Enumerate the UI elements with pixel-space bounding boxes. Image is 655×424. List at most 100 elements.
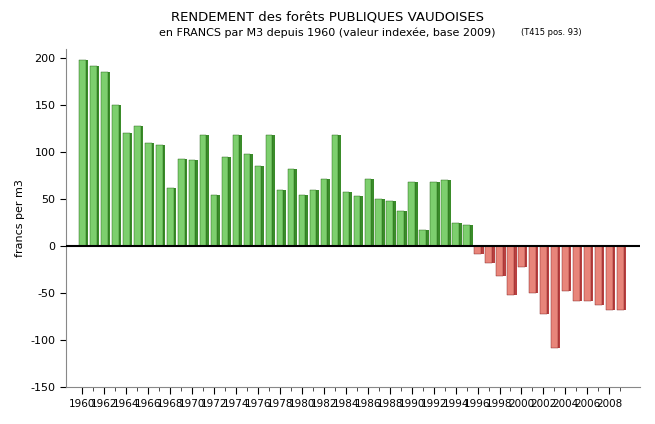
Polygon shape bbox=[174, 188, 176, 246]
Polygon shape bbox=[349, 192, 352, 246]
Polygon shape bbox=[448, 181, 451, 246]
Bar bbox=[310, 190, 316, 246]
Polygon shape bbox=[305, 195, 308, 246]
Bar bbox=[463, 225, 470, 246]
Polygon shape bbox=[601, 246, 605, 304]
Bar bbox=[584, 246, 591, 301]
Bar bbox=[365, 179, 371, 246]
Polygon shape bbox=[162, 145, 165, 246]
Polygon shape bbox=[580, 246, 582, 301]
Bar bbox=[276, 190, 284, 246]
Polygon shape bbox=[294, 169, 297, 246]
Text: RENDEMENT des forêts PUBLIQUES VAUDOISES: RENDEMENT des forêts PUBLIQUES VAUDOISES bbox=[171, 11, 484, 24]
Polygon shape bbox=[272, 135, 275, 246]
Bar bbox=[430, 182, 437, 246]
Polygon shape bbox=[97, 66, 100, 246]
Bar bbox=[189, 160, 195, 246]
Polygon shape bbox=[250, 154, 253, 246]
Polygon shape bbox=[503, 246, 506, 276]
Bar bbox=[90, 66, 97, 246]
Bar bbox=[134, 126, 141, 246]
Polygon shape bbox=[261, 166, 264, 246]
Bar bbox=[386, 201, 393, 246]
Polygon shape bbox=[624, 246, 626, 310]
Polygon shape bbox=[547, 246, 550, 314]
Polygon shape bbox=[492, 246, 495, 263]
Bar bbox=[145, 143, 151, 246]
Bar bbox=[354, 196, 360, 246]
Bar bbox=[79, 60, 86, 246]
Polygon shape bbox=[591, 246, 593, 301]
Polygon shape bbox=[141, 126, 143, 246]
Bar bbox=[441, 181, 448, 246]
Bar bbox=[518, 246, 525, 267]
Bar bbox=[222, 157, 229, 246]
Bar bbox=[562, 246, 569, 291]
Y-axis label: francs per m3: francs per m3 bbox=[15, 179, 25, 257]
Bar bbox=[453, 223, 459, 246]
Polygon shape bbox=[119, 105, 121, 246]
Polygon shape bbox=[195, 160, 198, 246]
Bar bbox=[167, 188, 174, 246]
Polygon shape bbox=[328, 179, 330, 246]
Polygon shape bbox=[86, 60, 88, 246]
Polygon shape bbox=[130, 134, 132, 246]
Polygon shape bbox=[612, 246, 615, 310]
Bar bbox=[320, 179, 328, 246]
Polygon shape bbox=[569, 246, 571, 291]
Polygon shape bbox=[107, 73, 111, 246]
Bar bbox=[551, 246, 557, 348]
Bar bbox=[419, 230, 426, 246]
Bar bbox=[398, 211, 404, 246]
Bar bbox=[409, 182, 415, 246]
Bar bbox=[233, 135, 239, 246]
Bar bbox=[266, 135, 272, 246]
Polygon shape bbox=[525, 246, 527, 267]
Polygon shape bbox=[217, 195, 220, 246]
Polygon shape bbox=[393, 201, 396, 246]
Bar bbox=[496, 246, 503, 276]
Bar bbox=[507, 246, 514, 295]
Polygon shape bbox=[239, 135, 242, 246]
Polygon shape bbox=[338, 135, 341, 246]
Bar bbox=[244, 154, 250, 246]
Bar bbox=[617, 246, 624, 310]
Bar bbox=[299, 195, 305, 246]
Polygon shape bbox=[151, 143, 155, 246]
Bar bbox=[156, 145, 162, 246]
Polygon shape bbox=[229, 157, 231, 246]
Polygon shape bbox=[437, 182, 440, 246]
Polygon shape bbox=[360, 196, 363, 246]
Polygon shape bbox=[382, 199, 385, 246]
Bar bbox=[375, 199, 382, 246]
Bar bbox=[343, 192, 349, 246]
Bar bbox=[485, 246, 492, 263]
Bar bbox=[211, 195, 217, 246]
Bar bbox=[595, 246, 601, 304]
Bar bbox=[529, 246, 536, 293]
Bar bbox=[255, 166, 261, 246]
Polygon shape bbox=[415, 182, 418, 246]
Polygon shape bbox=[284, 190, 286, 246]
Bar bbox=[474, 246, 481, 254]
Bar bbox=[288, 169, 294, 246]
Bar bbox=[200, 135, 206, 246]
Polygon shape bbox=[206, 135, 209, 246]
Polygon shape bbox=[316, 190, 319, 246]
Polygon shape bbox=[426, 230, 429, 246]
Bar bbox=[540, 246, 547, 314]
Polygon shape bbox=[470, 225, 473, 246]
Bar bbox=[573, 246, 580, 301]
Polygon shape bbox=[557, 246, 561, 348]
Bar bbox=[606, 246, 612, 310]
Polygon shape bbox=[459, 223, 462, 246]
Text: (T415 pos. 93): (T415 pos. 93) bbox=[521, 28, 582, 36]
Polygon shape bbox=[404, 211, 407, 246]
Bar bbox=[123, 134, 130, 246]
Polygon shape bbox=[536, 246, 538, 293]
Bar bbox=[101, 73, 107, 246]
Polygon shape bbox=[371, 179, 374, 246]
Text: en FRANCS par M3 depuis 1960 (valeur indexée, base 2009): en FRANCS par M3 depuis 1960 (valeur ind… bbox=[159, 28, 496, 38]
Polygon shape bbox=[514, 246, 517, 295]
Bar bbox=[178, 159, 185, 246]
